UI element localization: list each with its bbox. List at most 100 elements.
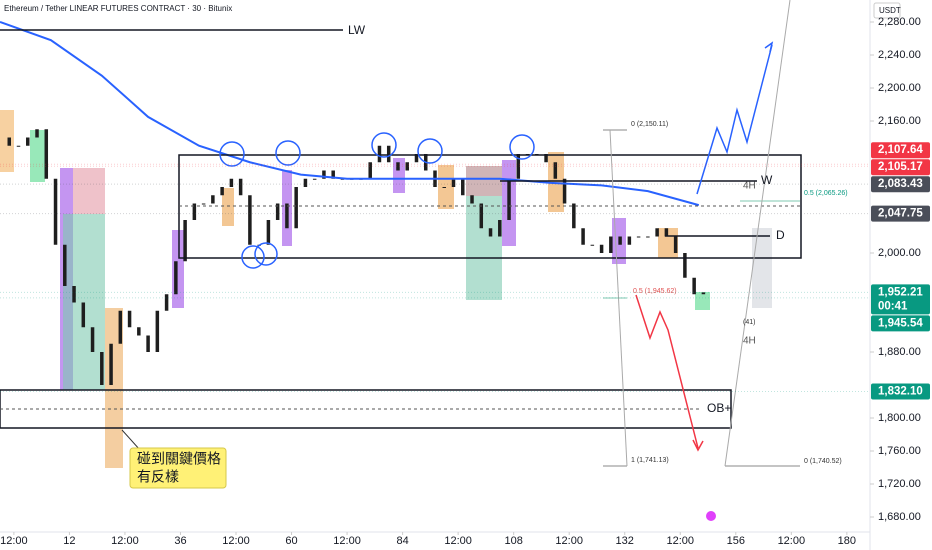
zone <box>73 168 105 214</box>
candle <box>100 352 104 385</box>
countdown: 00:41 <box>878 300 908 312</box>
candle <box>581 228 585 245</box>
price-tag-label: 1,952.21 <box>878 286 923 298</box>
price-tag-label: 2,105.17 <box>878 161 923 173</box>
callout-text: 碰到關鍵價格 <box>137 451 221 467</box>
x-tick-label: 108 <box>504 535 522 547</box>
circle <box>275 140 301 166</box>
circle <box>371 132 397 158</box>
annotation: OB+ <box>707 401 731 415</box>
x-tick-label: 12 <box>63 535 75 547</box>
candle <box>211 195 215 204</box>
candle <box>322 170 326 179</box>
callout-text: 有反樣 <box>137 469 179 485</box>
candle <box>386 145 391 163</box>
y-tick-label: 2,240.00 <box>878 49 921 61</box>
zone <box>63 214 105 390</box>
price-tag <box>871 176 930 193</box>
x-tick-label: 12:00 <box>444 535 472 547</box>
zone <box>695 292 710 310</box>
candle <box>544 154 548 163</box>
zone <box>0 110 14 172</box>
candle <box>266 220 271 245</box>
annotation: 0.5 (1,945.62) <box>633 288 677 295</box>
candle <box>609 236 613 253</box>
y-tick-label: 1,720.00 <box>878 478 921 490</box>
x-tick-label: 60 <box>285 535 297 547</box>
candle <box>590 244 595 246</box>
x-tick-label: 12:00 <box>0 535 28 547</box>
candle <box>118 310 123 344</box>
annotation: W <box>761 173 773 187</box>
currency: USDT <box>879 6 901 15</box>
y-tick-label: 2,200.00 <box>878 82 921 94</box>
candle <box>664 228 669 237</box>
callout-box <box>129 447 227 489</box>
candle <box>81 302 86 328</box>
x-tick-label: 36 <box>174 535 186 547</box>
price-tag <box>871 142 930 159</box>
candle <box>63 244 67 286</box>
fib-diag <box>609 129 628 467</box>
down-arrow <box>635 294 699 449</box>
y-tick-label: 2,000.00 <box>878 247 921 259</box>
price-tag <box>871 383 930 400</box>
candle <box>53 178 58 245</box>
candle <box>229 178 234 187</box>
candle <box>655 228 659 237</box>
x-tick-label: 84 <box>396 535 408 547</box>
candle <box>414 154 419 163</box>
candle <box>396 162 400 171</box>
circle <box>254 242 278 266</box>
zone <box>466 166 502 196</box>
candle <box>72 286 76 303</box>
zone <box>548 152 564 212</box>
x-tick-label: 12:00 <box>111 535 139 547</box>
candle <box>701 292 706 295</box>
x-tick-label: 12:00 <box>222 535 250 547</box>
x-tick-label: 12:00 <box>778 535 806 547</box>
fib-diag <box>724 0 791 467</box>
price-tag <box>871 205 930 222</box>
annotation: 0 (2,150.11) <box>631 121 668 128</box>
price-tag <box>871 284 930 315</box>
candle <box>488 228 493 237</box>
candle <box>146 335 150 352</box>
currency-box <box>873 2 901 19</box>
zone <box>30 130 45 182</box>
y-tick-label: 1,760.00 <box>878 445 921 457</box>
candle <box>7 137 12 146</box>
ob-box <box>0 389 732 429</box>
candle <box>90 327 95 352</box>
candle <box>127 310 132 328</box>
chart-title: Ethereum / Tether LINEAR FUTURES CONTRAC… <box>4 4 232 13</box>
x-tick-label: 156 <box>727 535 745 547</box>
circle <box>417 138 443 164</box>
candle <box>275 203 280 220</box>
candle <box>498 220 502 237</box>
arrow-head <box>764 41 774 53</box>
candle <box>572 203 576 229</box>
price-tag-label: 1,832.10 <box>878 386 923 398</box>
y-tick-label: 1,800.00 <box>878 412 921 424</box>
price-tag <box>871 315 930 332</box>
zone <box>172 230 184 308</box>
candle <box>562 178 567 204</box>
moving-average <box>0 21 700 207</box>
price-axis <box>870 0 932 550</box>
up-arrow <box>696 44 773 195</box>
zone <box>393 158 405 193</box>
zone <box>222 188 234 226</box>
candle <box>377 145 382 163</box>
candle <box>553 162 558 179</box>
annotation: 4H <box>743 336 756 347</box>
candle <box>16 145 21 147</box>
circle <box>509 134 535 160</box>
candle <box>516 154 521 179</box>
candle <box>220 187 224 196</box>
price-tag-label: 2,047.75 <box>878 208 923 220</box>
x-tick-label: 12:00 <box>333 535 361 547</box>
candle <box>137 327 141 336</box>
